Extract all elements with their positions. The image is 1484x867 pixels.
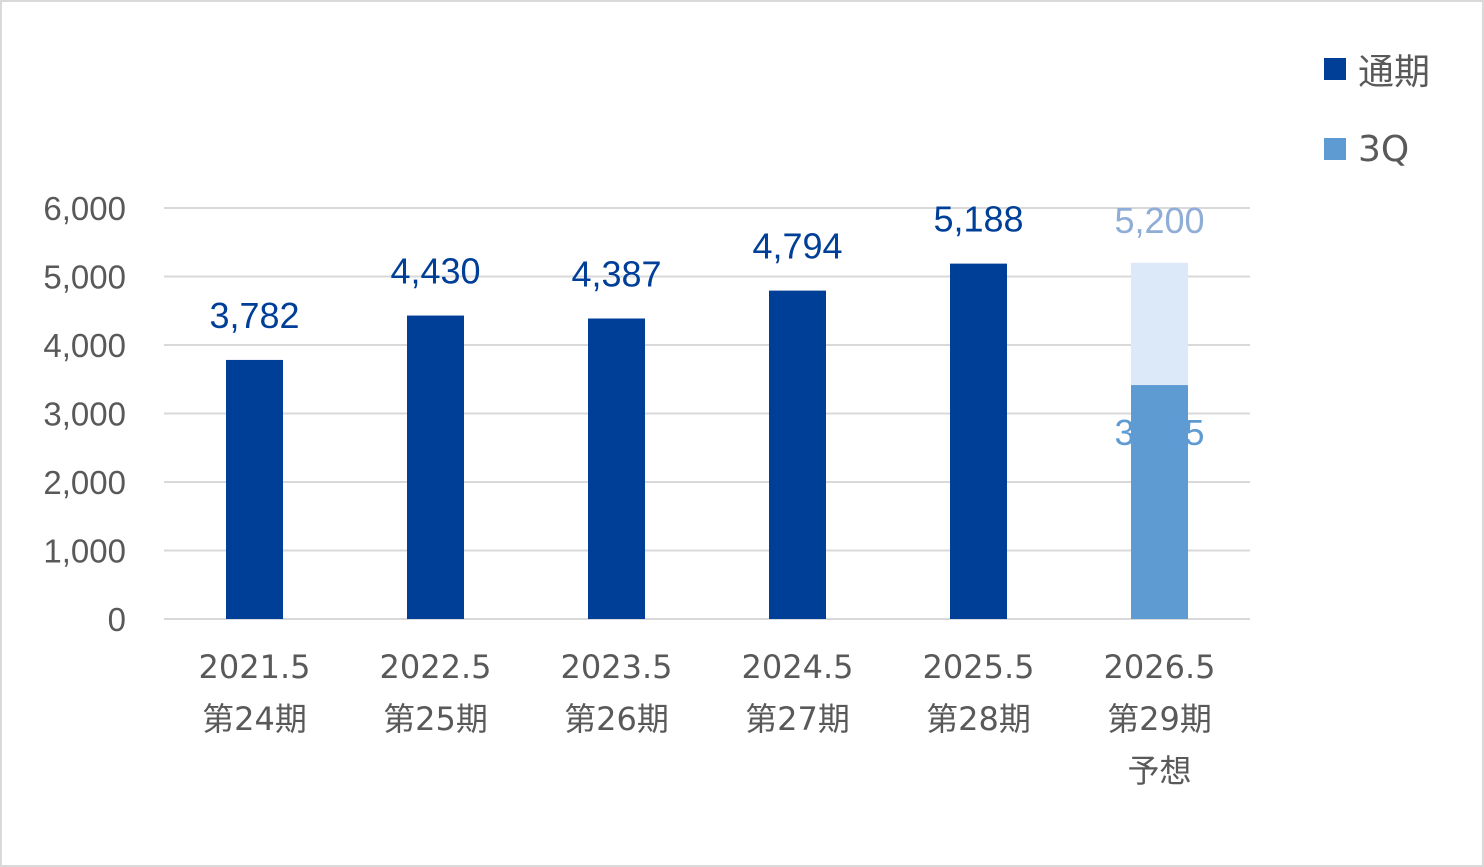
bar <box>1131 385 1188 619</box>
x-tick-label: 2024.5 <box>742 648 854 686</box>
data-label: 3,782 <box>209 295 299 336</box>
x-tick-label: 2026.5 <box>1104 648 1216 686</box>
x-tick-label: 第28期 <box>926 700 1031 738</box>
y-tick-label: 3,000 <box>43 396 126 433</box>
bar <box>950 263 1007 619</box>
x-tick-label: 予想 <box>1127 752 1191 790</box>
data-label: 3,415 <box>1114 412 1204 453</box>
x-tick-label: 2023.5 <box>561 648 673 686</box>
bars <box>226 262 1188 619</box>
legend-swatch-full-year <box>1324 58 1346 80</box>
data-label: 4,794 <box>752 226 842 267</box>
y-tick-label: 4,000 <box>43 327 126 364</box>
data-labels: 5,200 3,782 4,430 4,387 4,794 5,188 3,415 <box>209 199 1204 453</box>
legend-item-3q: 3Q <box>1324 126 1430 172</box>
bar <box>588 318 645 619</box>
forecast-label: 5,200 <box>1114 200 1204 241</box>
grid-lines <box>164 207 1250 620</box>
x-tick-label: 2025.5 <box>923 648 1035 686</box>
legend-label-3q: 3Q <box>1358 128 1410 170</box>
y-tick-label: 0 <box>108 601 126 638</box>
bar <box>226 359 283 619</box>
data-label: 5,188 <box>933 199 1023 240</box>
legend-label-full-year: 通期 <box>1358 52 1431 93</box>
x-tick-label: 第27期 <box>745 700 850 738</box>
x-tick-label: 2021.5 <box>199 648 311 686</box>
x-tick-label: 2022.5 <box>380 648 492 686</box>
legend-swatch-3q <box>1324 138 1346 160</box>
legend-item-full-year: 通期 <box>1324 46 1431 93</box>
bar <box>407 315 464 619</box>
y-axis-ticks: 0 1,000 2,000 3,000 4,000 5,000 6,000 <box>43 190 126 638</box>
legend: 通期 3Q <box>1324 46 1430 206</box>
bar <box>769 290 826 619</box>
data-label: 4,387 <box>571 253 661 294</box>
y-tick-label: 2,000 <box>43 464 126 501</box>
x-axis-ticks: 2021.5 第24期 2022.5 第25期 2023.5 第26期 2024.5 第27期… <box>199 648 1216 790</box>
data-label: 4,430 <box>390 251 480 292</box>
x-tick-label: 第29期 <box>1107 700 1212 738</box>
y-tick-label: 6,000 <box>43 190 126 227</box>
x-tick-label: 第24期 <box>202 700 307 738</box>
y-tick-label: 5,000 <box>43 259 126 296</box>
x-tick-label: 第26期 <box>564 700 669 738</box>
x-tick-label: 第25期 <box>383 700 488 738</box>
y-tick-label: 1,000 <box>43 533 126 570</box>
